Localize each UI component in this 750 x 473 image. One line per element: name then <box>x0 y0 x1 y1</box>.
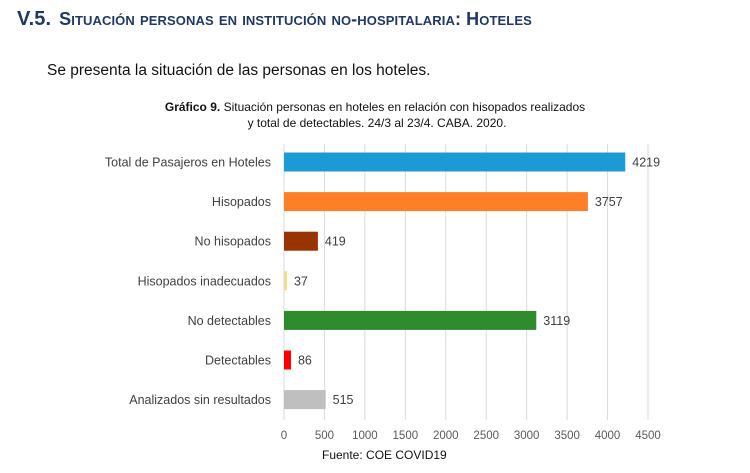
source-note: Fuente: COE COVID19 <box>322 448 447 462</box>
section-title: V.5. Situación personas en institución no… <box>17 8 532 31</box>
x-tick-label: 3000 <box>514 430 540 442</box>
value-label: 515 <box>333 393 354 407</box>
value-label: 4219 <box>632 156 660 170</box>
value-label: 3119 <box>543 314 570 328</box>
bar <box>284 390 326 410</box>
category-label: Detectables <box>205 354 271 368</box>
x-tick-label: 2000 <box>433 430 459 442</box>
gridlines <box>283 144 649 420</box>
bars <box>284 152 626 410</box>
category-label: No hisopados <box>195 235 271 249</box>
x-tick-label: 3500 <box>554 430 580 442</box>
value-label: 419 <box>325 235 346 249</box>
value-labels: 4219 3757 419 37 3119 86 515 <box>294 156 660 408</box>
x-tick-label: 500 <box>315 430 334 442</box>
x-tick-label: 4000 <box>595 430 621 442</box>
bar <box>284 350 291 370</box>
section-title-text: Situación personas en institución no-hos… <box>59 9 532 29</box>
x-tick-label: 4500 <box>635 430 661 442</box>
value-label: 37 <box>294 274 308 288</box>
x-tick-label: 2500 <box>473 430 499 442</box>
bar <box>284 192 588 212</box>
category-label: Hisopados inadecuados <box>138 274 271 288</box>
value-label: 3757 <box>595 195 623 209</box>
section-number: V.5. <box>17 8 52 30</box>
chart-caption-label: Gráfico 9. <box>164 100 221 114</box>
value-label: 86 <box>298 354 312 368</box>
x-tick-label: 0 <box>281 430 287 442</box>
x-tick-label: 1500 <box>393 430 419 442</box>
chart-caption-line2: y total de detectables. 24/3 al 23/4. CA… <box>247 116 507 130</box>
category-labels: Total de Pasajeros en Hoteles Hisopados No… <box>105 156 271 408</box>
x-tick-labels: 0 500 1000 1500 2000 2500 3000 3500 4000 4500 <box>281 430 661 442</box>
x-tick-label: 1000 <box>352 430 378 442</box>
chart-caption-line1: Situación personas en hoteles en relació… <box>223 100 586 114</box>
bar <box>284 231 318 251</box>
category-label: Hisopados <box>212 195 271 209</box>
bar <box>284 271 287 291</box>
bar <box>284 152 626 172</box>
category-label: Analizados sin resultados <box>129 393 271 407</box>
intro-paragraph: Se presenta la situación de las personas… <box>47 62 431 79</box>
category-label: Total de Pasajeros en Hoteles <box>105 156 271 170</box>
bar <box>284 310 537 330</box>
chart-caption: Gráfico 9. Situación personas en hoteles… <box>0 99 750 131</box>
category-label: No detectables <box>188 314 271 328</box>
